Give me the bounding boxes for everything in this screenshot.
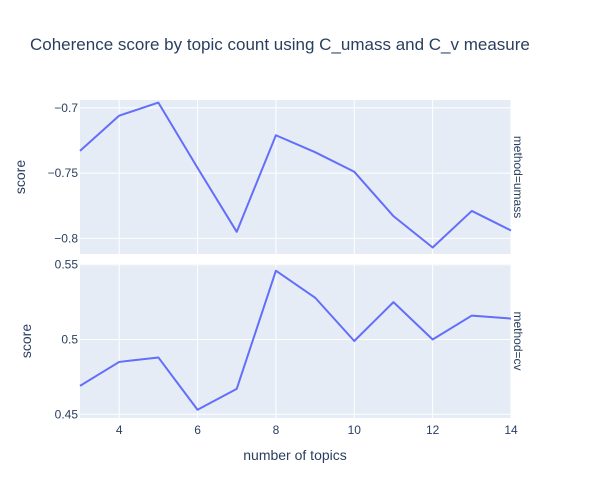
series-line <box>79 101 512 249</box>
y-tick-label: −0.8 <box>54 231 78 245</box>
y-tick-label: 0.45 <box>55 407 79 421</box>
y-tick-label: 0.5 <box>61 333 78 347</box>
x-tick-label: 14 <box>504 423 518 437</box>
x-axis-title: number of topics <box>243 447 347 463</box>
facet-panels: −0.7 −0.75 −0.8 score method=umass 4 6 8 10 12 14 0… <box>12 100 525 437</box>
y-axis-title: score <box>12 160 28 194</box>
y-tick-label: −0.7 <box>54 101 78 115</box>
y-axis-title: score <box>18 324 34 358</box>
y-tick-label: 0.55 <box>55 258 79 272</box>
chart-title: Coherence score by topic count using C_u… <box>30 35 530 54</box>
plot-background <box>80 100 511 254</box>
y-tick-label: −0.75 <box>48 166 79 180</box>
facet-label: method=umass <box>511 136 525 218</box>
panel-0: −0.7 −0.75 −0.8 score method=umass <box>12 100 525 254</box>
panel-1: 4 6 8 10 12 14 0.55 0.5 0.45 score method=cv <box>18 258 525 437</box>
plot-background <box>80 264 511 418</box>
x-tick-label: 8 <box>273 423 280 437</box>
facet-label: method=cv <box>511 311 525 370</box>
x-tick-label: 6 <box>194 423 201 437</box>
x-tick-label: 12 <box>426 423 440 437</box>
x-tick-label: 10 <box>348 423 362 437</box>
series-line <box>79 269 512 411</box>
x-tick-label: 4 <box>116 423 123 437</box>
